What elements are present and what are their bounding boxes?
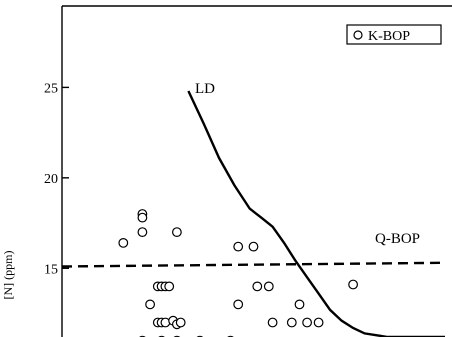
legend-label: K-BOP xyxy=(368,29,410,44)
data-point xyxy=(164,281,175,292)
data-point xyxy=(233,299,244,310)
q-bop-curve xyxy=(61,261,446,268)
curve-labels: LD Q-BOP xyxy=(195,81,420,247)
y-ticks: 15 20 25 xyxy=(44,81,69,277)
data-point xyxy=(118,237,129,248)
legend: K-BOP xyxy=(346,24,442,45)
ld-curve xyxy=(187,90,445,337)
ld-label: LD xyxy=(195,81,215,97)
legend-marker-icon xyxy=(353,30,363,40)
data-point xyxy=(294,299,305,310)
y-tick-label: 25 xyxy=(44,81,58,96)
data-point xyxy=(286,317,297,328)
q-bop-label: Q-BOP xyxy=(375,231,420,247)
curves xyxy=(61,90,446,337)
data-point xyxy=(263,281,274,292)
data-point xyxy=(145,299,156,310)
data-point xyxy=(313,317,324,328)
data-point xyxy=(348,279,359,290)
y-tick-label: 15 xyxy=(44,262,58,277)
data-point xyxy=(252,281,263,292)
data-point xyxy=(267,317,278,328)
data-points xyxy=(118,209,359,337)
y-tick-label: 20 xyxy=(44,172,58,187)
data-point xyxy=(233,241,244,252)
data-point xyxy=(248,241,259,252)
legend-box xyxy=(346,24,442,45)
data-point xyxy=(137,212,148,223)
data-point xyxy=(171,227,182,238)
data-point xyxy=(302,317,313,328)
data-point xyxy=(137,227,148,238)
y-axis-label: [N] (ppm) xyxy=(1,251,15,300)
data-point xyxy=(175,317,186,328)
